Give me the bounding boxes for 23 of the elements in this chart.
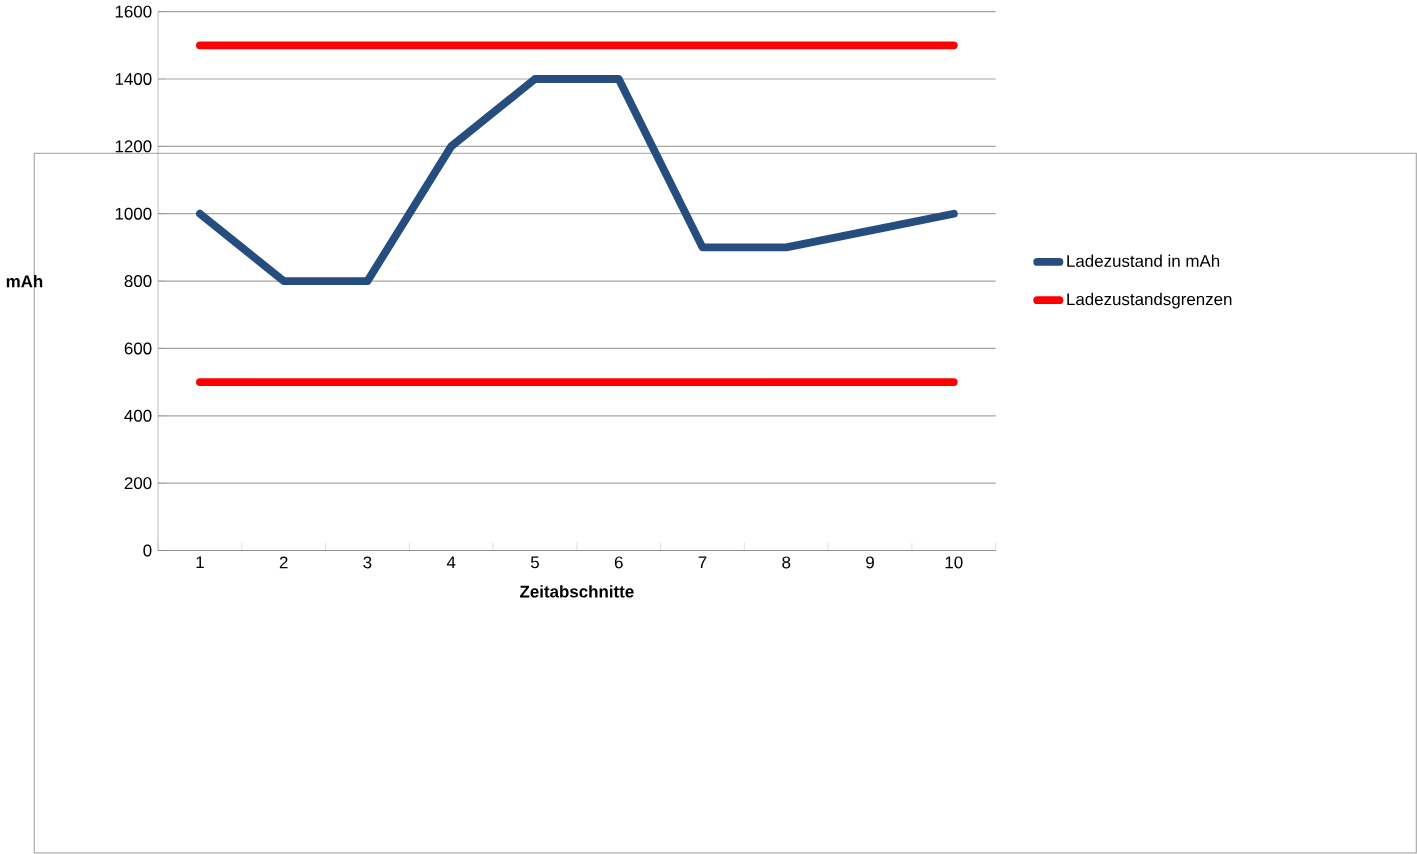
x-tick-label: 10	[945, 556, 963, 569]
x-tick-label: 2	[279, 556, 288, 569]
y-tick-label: 1600	[115, 5, 152, 18]
legend-label: Ladezustand in mAh	[1067, 254, 1220, 268]
x-tick-label: 7	[698, 556, 707, 569]
x-tick-label: 1	[196, 556, 204, 569]
y-tick-label: 800	[124, 275, 152, 288]
x-tick-label: 6	[614, 556, 623, 569]
y-tick-label: 400	[124, 409, 152, 422]
y-tick-label: 600	[124, 342, 152, 355]
x-tick-label: 5	[530, 556, 539, 569]
x-tick-label: 4	[446, 556, 456, 569]
y-tick-label: 0	[143, 544, 152, 557]
x-tick-label: 9	[866, 556, 874, 569]
y-tick-label: 200	[124, 477, 152, 490]
y-tick-label: 1000	[115, 207, 152, 220]
legend-label: Ladezustandsgrenzen	[1067, 292, 1232, 309]
y-tick-label: 1400	[115, 73, 152, 86]
x-tick-label: 3	[363, 556, 372, 569]
y-axis-title: mAh	[6, 275, 43, 288]
x-tick-label: 8	[782, 556, 791, 569]
x-axis-title: Zeitabschnitte	[520, 585, 634, 598]
y-tick-label: 1200	[115, 140, 152, 153]
